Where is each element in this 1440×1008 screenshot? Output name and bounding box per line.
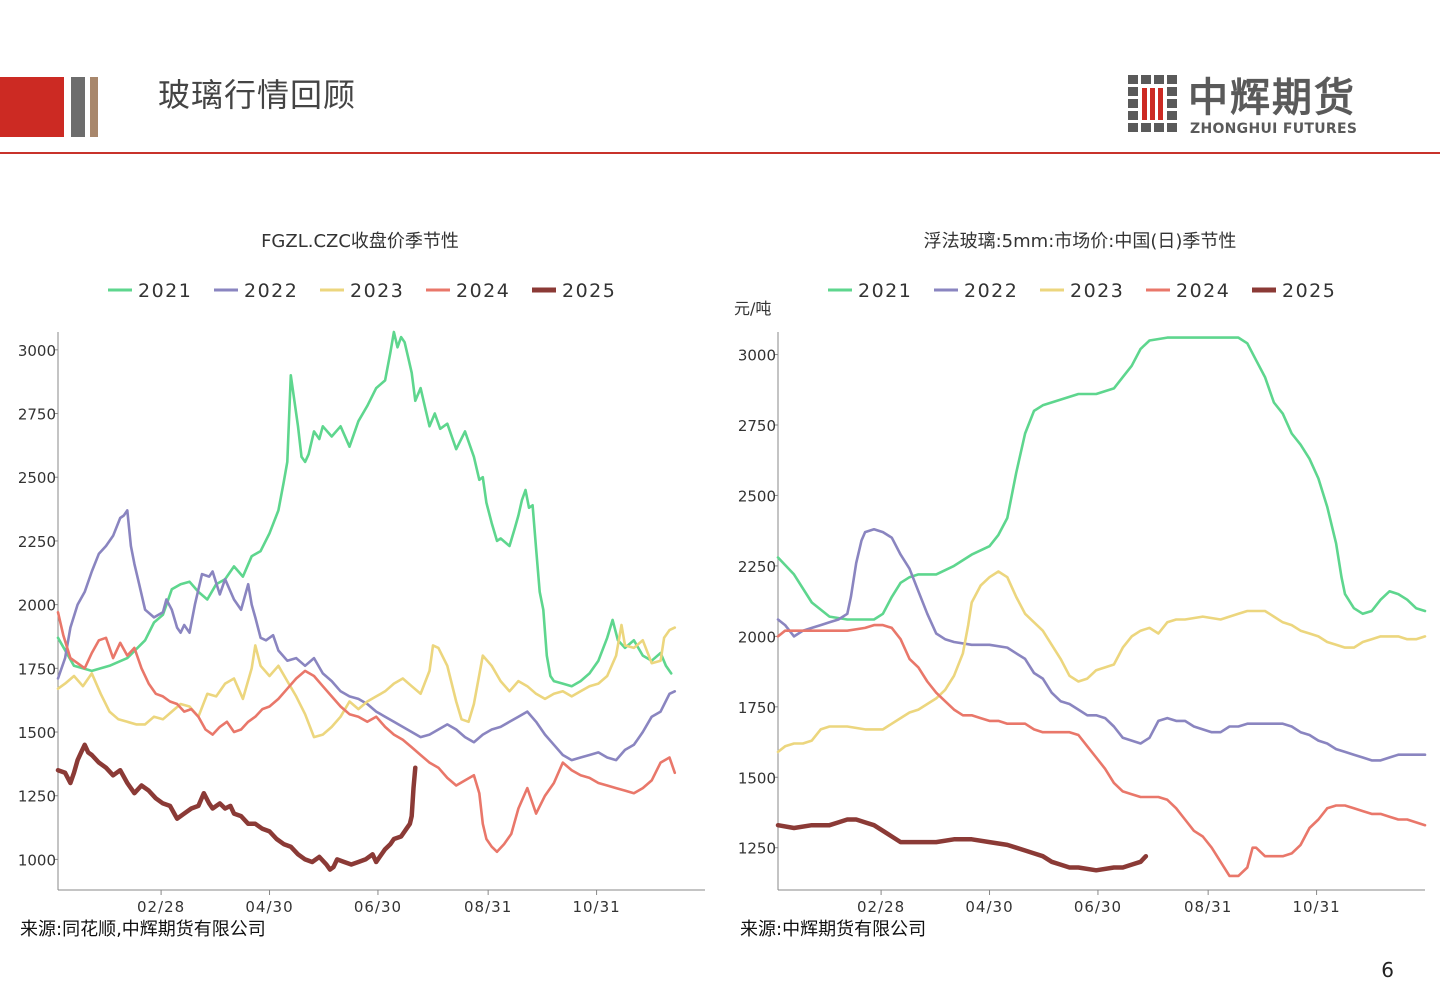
- y-tick-label: 1000: [18, 851, 56, 869]
- y-tick-label: 1750: [18, 660, 56, 678]
- legend-label: 2021: [138, 280, 192, 302]
- header-tan-block: [90, 77, 98, 137]
- chart-2: 浮法玻璃:5mm:市场价:中国(日)季节性 2021 2022 2023 2024 202…: [734, 231, 1427, 916]
- legend-item-2022: 2022: [214, 280, 298, 302]
- y-tick-label: 3000: [18, 342, 56, 360]
- x-tick-label: 10/31: [572, 898, 620, 916]
- y-tick-label: 1500: [18, 724, 56, 742]
- legend-item-2024: 2024: [1146, 280, 1230, 302]
- chart-2-source: 来源:中辉期货有限公司: [740, 919, 927, 940]
- series-line-2022: [776, 528, 1427, 762]
- series-line-2023: [56, 623, 677, 739]
- y-tick-label: 2000: [18, 597, 56, 615]
- x-tick-label: 10/31: [1292, 898, 1340, 916]
- y-tick-label: 1500: [738, 769, 776, 787]
- legend-label: 2023: [350, 280, 404, 302]
- legend-label: 2025: [1282, 280, 1336, 302]
- page-number: 6: [1381, 958, 1394, 982]
- y-tick-label: 2250: [18, 533, 56, 551]
- legend-item-2024: 2024: [426, 280, 510, 302]
- chart-1: FGZL.CZC收盘价季节性 2021 2022 2023 2024 2025 1000 12…: [18, 231, 705, 916]
- x-tick-label: 08/31: [464, 898, 512, 916]
- x-tick-label: 04/30: [965, 898, 1013, 916]
- y-axis-unit: 元/吨: [734, 299, 771, 318]
- chart-title: FGZL.CZC收盘价季节性: [261, 231, 459, 252]
- series-line-2023: [776, 570, 1427, 754]
- legend-item-2021: 2021: [108, 280, 192, 302]
- series-line-2021: [56, 330, 673, 688]
- header-divider: [0, 152, 1440, 154]
- series-line-2024: [776, 623, 1427, 878]
- series-line-2024: [56, 611, 677, 854]
- y-tick-label: 2500: [738, 487, 776, 505]
- legend-item-2021: 2021: [828, 280, 912, 302]
- logo-english-text: ZHONGHUI FUTURES: [1190, 121, 1358, 137]
- legend-label: 2021: [858, 280, 912, 302]
- logo-chinese-text: 中辉期货: [1188, 75, 1356, 121]
- chart-title: 浮法玻璃:5mm:市场价:中国(日)季节性: [924, 231, 1237, 252]
- series-line-2025: [55, 742, 418, 872]
- y-tick-label: 2500: [18, 469, 56, 487]
- header-red-block: [0, 77, 64, 137]
- legend-label: 2025: [562, 280, 616, 302]
- y-tick-label: 1250: [18, 788, 56, 806]
- legend-item-2023: 2023: [320, 280, 404, 302]
- x-tick-label: 02/28: [857, 898, 905, 916]
- legend-label: 2022: [964, 280, 1018, 302]
- series-line-2022: [56, 509, 677, 762]
- y-tick-label: 2750: [738, 417, 776, 435]
- x-tick-label: 06/30: [1074, 898, 1122, 916]
- page-title: 玻璃行情回顾: [158, 76, 357, 114]
- chart-1-source: 来源:同花顺,中辉期货有限公司: [20, 919, 266, 940]
- legend-item-2023: 2023: [1040, 280, 1124, 302]
- x-tick-label: 02/28: [137, 898, 185, 916]
- x-tick-label: 04/30: [245, 898, 293, 916]
- series-line-2025: [775, 817, 1149, 873]
- x-tick-label: 08/31: [1184, 898, 1232, 916]
- legend-label: 2023: [1070, 280, 1124, 302]
- legend-label: 2024: [1176, 280, 1230, 302]
- legend-item-2025: 2025: [1252, 280, 1336, 302]
- y-tick-label: 1250: [738, 840, 776, 858]
- y-tick-label: 2250: [738, 558, 776, 576]
- series-line-2021: [776, 336, 1427, 621]
- y-tick-label: 3000: [738, 347, 776, 365]
- company-logo: 中辉期货 ZHONGHUI FUTURES: [1128, 75, 1358, 139]
- y-tick-label: 2750: [18, 406, 56, 424]
- logo-grid-icon: [1128, 75, 1177, 132]
- y-tick-label: 2000: [738, 628, 776, 646]
- legend-item-2022: 2022: [934, 280, 1018, 302]
- y-tick-label: 1750: [738, 699, 776, 717]
- header-gray-block: [71, 77, 85, 137]
- x-tick-label: 06/30: [354, 898, 402, 916]
- legend-label: 2024: [456, 280, 510, 302]
- legend-label: 2022: [244, 280, 298, 302]
- legend-item-2025: 2025: [532, 280, 616, 302]
